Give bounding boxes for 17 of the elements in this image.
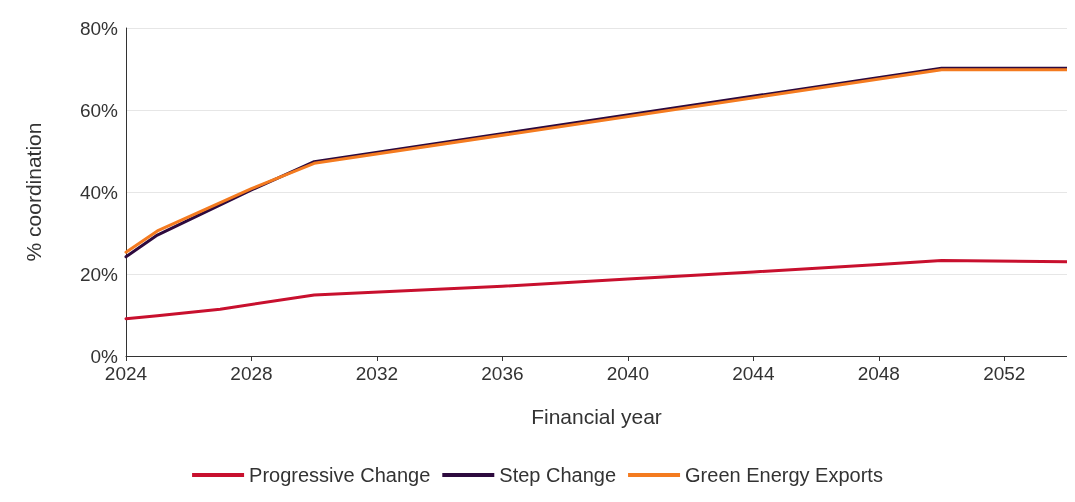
y-tick-label: 80% — [79, 17, 119, 39]
x-tick-label: 2036 — [481, 363, 524, 384]
legend-label: Progressive Change — [249, 464, 431, 486]
x-tick-label: 2040 — [606, 363, 650, 384]
y-tick-label: 60% — [79, 99, 119, 121]
y-axis-title: % coordination — [22, 122, 45, 262]
legend-label: Green Energy Exports — [685, 464, 883, 486]
x-tick-label: 2032 — [355, 363, 399, 384]
legend-label: Step Change — [499, 464, 617, 486]
x-tick-label: 2028 — [230, 363, 273, 384]
y-tick-label: 20% — [79, 263, 119, 285]
x-tick-label: 2048 — [857, 363, 900, 384]
x-tick-label: 2052 — [983, 363, 1026, 384]
x-axis-title: Financial year — [531, 405, 662, 428]
line-series — [124, 258, 1067, 321]
y-tick-label: 40% — [79, 181, 119, 203]
x-tick-label: 2044 — [732, 363, 775, 384]
